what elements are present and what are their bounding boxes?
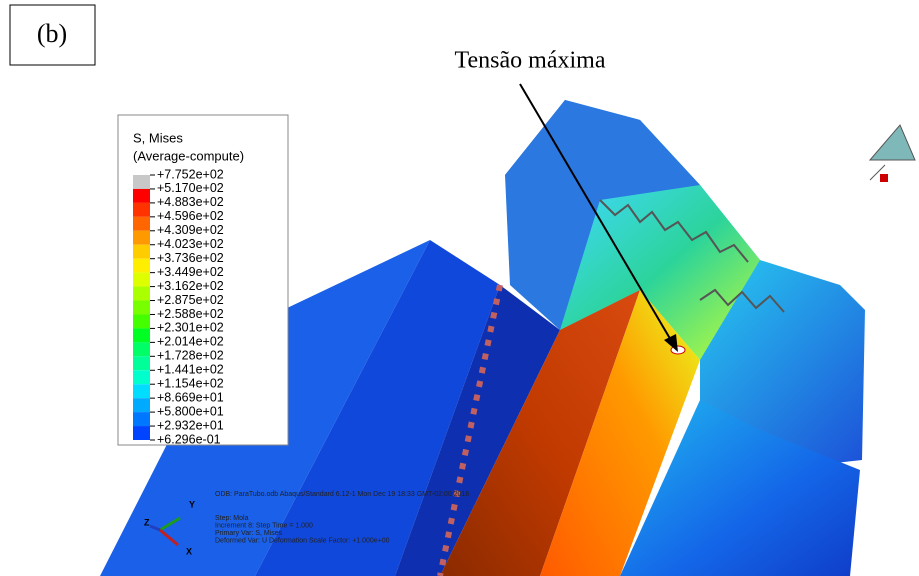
legend-subtitle: (Average-compute) — [133, 148, 244, 163]
legend-band — [133, 189, 150, 203]
legend-level: +7.752e+02 — [157, 167, 224, 181]
legend-level: +4.596e+02 — [157, 209, 224, 223]
legend-level: +2.875e+02 — [157, 293, 224, 307]
legend-level: +4.883e+02 — [157, 195, 224, 209]
legend-level: +3.162e+02 — [157, 279, 224, 293]
annotation: Tensão máxima — [455, 48, 606, 74]
legend-level: +2.932e+01 — [157, 418, 224, 432]
legend-band — [133, 231, 150, 245]
legend-level: +2.588e+02 — [157, 307, 224, 321]
legend-scale: +7.752e+02+5.170e+02+4.883e+02+4.596e+02… — [133, 167, 224, 446]
info-line: Deformed Var: U Deformation Scale Factor… — [215, 537, 390, 544]
info-line: Increment 8: Step Time = 1.000 — [215, 522, 313, 529]
legend-level: +1.441e+02 — [157, 363, 224, 377]
info-line: Primary Var: S, Mises — [215, 530, 283, 537]
legend-band — [133, 175, 150, 189]
legend-band — [133, 203, 150, 217]
legend-band — [133, 426, 150, 440]
legend-level: +5.170e+02 — [157, 181, 224, 195]
figure: (b) Tensão máxima S, Mises (Average-comp… — [0, 0, 919, 576]
legend-band — [133, 259, 150, 273]
legend-band — [133, 384, 150, 398]
legend-level: +1.728e+02 — [157, 349, 224, 363]
legend-band — [133, 412, 150, 426]
info-line: Step: Mola — [215, 515, 249, 522]
screenshot: (b) Tensão máxima S, Mises (Average-comp… — [0, 0, 919, 576]
panel-label: (b) — [37, 19, 67, 48]
legend-band — [133, 370, 150, 384]
legend-level: +4.023e+02 — [157, 237, 224, 251]
legend-band — [133, 217, 150, 231]
legend-band — [133, 342, 150, 356]
legend-level: +8.669e+01 — [157, 390, 224, 404]
legend-level: +2.014e+02 — [157, 335, 224, 349]
legend-level: +4.309e+02 — [157, 223, 224, 237]
legend-band — [133, 314, 150, 328]
legend-level: +3.736e+02 — [157, 251, 224, 265]
legend-band — [133, 287, 150, 301]
legend-band — [133, 273, 150, 287]
legend-level: +1.154e+02 — [157, 377, 224, 391]
legend-title: S, Mises — [133, 130, 183, 145]
triad-label: Z — [144, 517, 150, 527]
legend-level: +3.449e+02 — [157, 265, 224, 279]
legend-band — [133, 398, 150, 412]
triad-label: Y — [189, 499, 195, 509]
view-cube — [870, 125, 915, 182]
legend-band — [133, 245, 150, 259]
info-line: ODB: ParaTubo.odb Abaqus/Standard 6.12-1… — [215, 491, 469, 498]
legend-band — [133, 356, 150, 370]
legend-level: +6.296e-01 — [157, 432, 221, 446]
legend-level: +5.800e+01 — [157, 404, 224, 418]
legend-band — [133, 301, 150, 315]
legend-band — [133, 328, 150, 342]
legend-level: +2.301e+02 — [157, 321, 224, 335]
triad-label: X — [186, 546, 192, 556]
